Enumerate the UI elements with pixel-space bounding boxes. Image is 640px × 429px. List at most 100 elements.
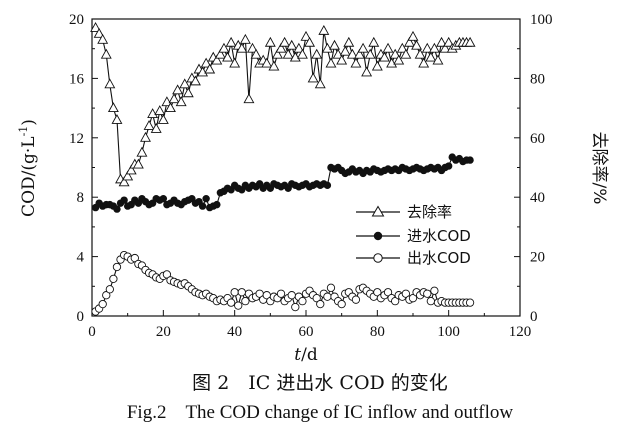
data-point [314, 78, 326, 89]
data-point [165, 102, 176, 113]
data-point [354, 48, 365, 59]
data-point [234, 301, 243, 310]
data-point [396, 42, 408, 53]
data-point [225, 36, 237, 47]
caption-chinese: 图 2 IC 进出水 COD 的变化 [192, 372, 448, 394]
data-point [364, 48, 376, 59]
y2-tick-label: 0 [530, 309, 538, 325]
data-point [140, 131, 151, 142]
data-point [325, 57, 337, 68]
data-point [339, 45, 351, 56]
data-point [332, 48, 344, 59]
data-point [318, 24, 330, 35]
data-point [400, 48, 412, 59]
legend-label-removal: 去除率 [407, 203, 452, 221]
data-point [393, 54, 405, 65]
series-2 [91, 250, 475, 316]
y-axis-label-close: ) [19, 119, 39, 126]
data-point [383, 288, 393, 297]
data-point [304, 36, 316, 47]
y-axis-label-main: COD/(g·L [19, 136, 39, 217]
data-point [168, 93, 180, 104]
data-point [423, 289, 432, 298]
data-point [175, 96, 187, 107]
data-point [112, 262, 122, 272]
plot-frame [91, 18, 521, 317]
data-point [279, 36, 291, 47]
series-layer [90, 21, 476, 316]
data-point [287, 291, 296, 300]
data-point [100, 48, 112, 59]
legend-entry-removal: 去除率 [356, 203, 452, 221]
data-point [386, 57, 398, 68]
data-point [337, 299, 346, 309]
y-tick-label: 4 [77, 250, 85, 266]
data-point [172, 84, 184, 95]
legend-entry-inflow: 进水COD [356, 227, 471, 245]
data-point [214, 48, 226, 59]
data-point [161, 96, 173, 107]
data-point [465, 298, 475, 307]
y-tick-label: 12 [69, 131, 84, 147]
y-tick-label: 20 [69, 12, 84, 28]
legend: 去除率 进水COD 出水COD [356, 203, 471, 267]
y2-tick-label: 40 [530, 190, 545, 206]
data-point [198, 202, 207, 210]
data-point [136, 146, 148, 157]
data-point [120, 196, 128, 204]
data-point [118, 176, 130, 187]
data-point [444, 162, 453, 170]
data-point [286, 39, 298, 50]
y-tick-label: 8 [77, 190, 85, 206]
data-point [436, 36, 447, 47]
data-point [432, 54, 444, 65]
data-point [276, 289, 286, 298]
data-point [391, 296, 400, 306]
data-point [264, 36, 276, 47]
data-point [104, 78, 116, 89]
data-point [250, 48, 262, 59]
data-point [346, 48, 358, 59]
data-point [312, 294, 321, 303]
x-tick-label: 20 [156, 324, 171, 340]
data-point [411, 39, 423, 50]
data-point [243, 93, 255, 104]
data-point [93, 27, 105, 38]
data-point [282, 48, 294, 59]
legend-label-outflow: 出水COD [407, 249, 471, 267]
data-point [371, 60, 383, 71]
legend-entry-outflow: 出水COD [356, 249, 471, 267]
data-point [213, 200, 221, 209]
data-point [323, 292, 332, 301]
data-point [111, 114, 123, 124]
data-point [102, 291, 111, 300]
data-point [357, 42, 369, 53]
data-point [275, 42, 287, 53]
data-point [125, 164, 137, 175]
y2-axis-label: 去除率/% [589, 132, 609, 205]
data-point [407, 30, 419, 41]
data-point [230, 288, 239, 297]
data-point [466, 156, 474, 164]
data-point [351, 295, 361, 304]
data-point [229, 57, 241, 68]
data-point [361, 66, 373, 77]
y-tick-label: 16 [69, 71, 85, 87]
data-point [425, 51, 437, 62]
y2-tick-label: 60 [530, 131, 545, 147]
data-point [439, 42, 451, 53]
data-point [90, 21, 102, 32]
series-0 [90, 21, 476, 187]
data-point [130, 253, 139, 263]
data-point [373, 288, 382, 297]
data-point [316, 299, 325, 309]
data-point [98, 299, 107, 309]
data-point [382, 42, 394, 53]
data-point [428, 42, 440, 53]
data-point [426, 296, 435, 306]
data-point [368, 36, 380, 47]
data-point [218, 42, 230, 53]
data-point [311, 48, 323, 59]
